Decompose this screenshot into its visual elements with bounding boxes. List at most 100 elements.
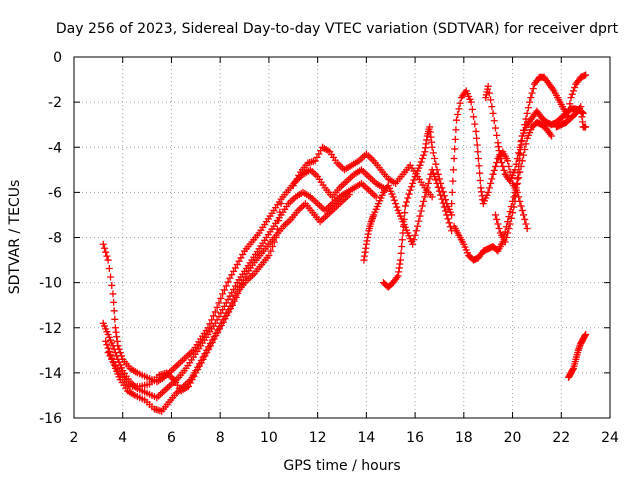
data-point: [423, 184, 431, 192]
y-tick-label: -2: [48, 95, 62, 111]
data-point: [276, 208, 284, 216]
data-point: [520, 151, 528, 159]
data-point: [489, 170, 497, 178]
data-point: [500, 166, 508, 174]
data-point: [428, 143, 436, 151]
data-point: [514, 169, 522, 177]
grid: [74, 57, 610, 418]
data-point: [398, 243, 406, 251]
data-point: [515, 156, 523, 164]
y-tick-label: -16: [39, 411, 62, 427]
data-point: [487, 96, 495, 104]
x-tick-label: 8: [216, 430, 225, 446]
data-point: [277, 200, 285, 208]
data-markers: [99, 71, 590, 415]
data-point: [269, 243, 277, 251]
data-point: [504, 157, 512, 165]
data-point: [476, 177, 484, 185]
data-point: [448, 200, 456, 208]
data-point: [110, 345, 118, 353]
x-axis-label: GPS time / hours: [283, 458, 400, 474]
data-point: [442, 196, 450, 204]
data-point: [416, 161, 424, 169]
x-tick-label: 6: [167, 430, 176, 446]
data-point: [456, 99, 464, 107]
data-point: [401, 202, 409, 210]
data-point: [417, 207, 425, 215]
data-point: [265, 252, 273, 260]
data-point: [426, 175, 434, 183]
data-point: [222, 282, 230, 290]
data-point: [445, 219, 453, 227]
data-point: [414, 222, 422, 230]
data-point: [571, 83, 579, 91]
data-point: [470, 113, 478, 121]
data-point: [527, 94, 535, 102]
data-point: [434, 170, 442, 178]
y-tick-label: 0: [53, 50, 62, 66]
data-point: [484, 188, 492, 196]
data-point: [399, 229, 407, 237]
data-point: [474, 155, 482, 163]
data-point: [505, 162, 513, 170]
data-point: [432, 176, 440, 184]
data-point: [429, 149, 437, 157]
data-point: [505, 224, 513, 232]
data-point: [491, 162, 499, 170]
data-point: [273, 225, 281, 233]
data-point: [400, 222, 408, 230]
data-point: [451, 145, 459, 153]
data-point: [109, 342, 117, 350]
data-point: [109, 290, 117, 298]
data-point: [440, 192, 448, 200]
data-point: [432, 160, 440, 168]
data-point: [204, 324, 212, 332]
data-point: [213, 303, 221, 311]
data-point: [473, 141, 481, 149]
data-point: [220, 286, 228, 294]
data-point: [473, 134, 481, 142]
data-point: [489, 109, 497, 117]
data-point: [523, 224, 531, 232]
data-point: [490, 117, 498, 125]
data-point: [565, 106, 573, 114]
data-point: [528, 89, 536, 97]
data-point: [566, 100, 574, 108]
data-point: [524, 104, 532, 112]
data-point: [488, 175, 496, 183]
data-point: [452, 126, 460, 134]
data-point: [438, 184, 446, 192]
data-point: [396, 256, 404, 264]
data-point: [484, 82, 492, 90]
series-track-m: [562, 71, 590, 126]
data-point: [501, 238, 509, 246]
x-tick-label: 14: [357, 430, 375, 446]
data-point: [397, 249, 405, 257]
data-point: [493, 131, 501, 139]
data-point: [506, 220, 514, 228]
data-point: [417, 158, 425, 166]
data-point: [523, 109, 531, 117]
data-point: [232, 293, 240, 301]
data-point: [270, 238, 278, 246]
data-point: [502, 234, 510, 241]
data-point: [526, 98, 534, 106]
data-point: [435, 175, 443, 183]
y-tick-label: -12: [39, 321, 62, 337]
chart-title: Day 256 of 2023, Sidereal Day-to-day VTE…: [56, 21, 619, 37]
data-point: [582, 331, 590, 339]
data-point: [224, 278, 232, 286]
data-point: [490, 166, 498, 174]
data-point: [409, 240, 417, 248]
data-point: [100, 244, 108, 252]
data-point: [494, 220, 502, 228]
data-point: [111, 349, 119, 357]
data-point: [520, 211, 528, 219]
data-point: [275, 217, 283, 225]
data-point: [113, 352, 121, 360]
x-tick-labels: 2 4 6 8 10 12 14 16 18 20 22 24: [70, 430, 619, 446]
data-point: [472, 127, 480, 135]
data-point: [515, 162, 523, 170]
data-point: [449, 166, 457, 174]
data-point: [493, 215, 501, 223]
